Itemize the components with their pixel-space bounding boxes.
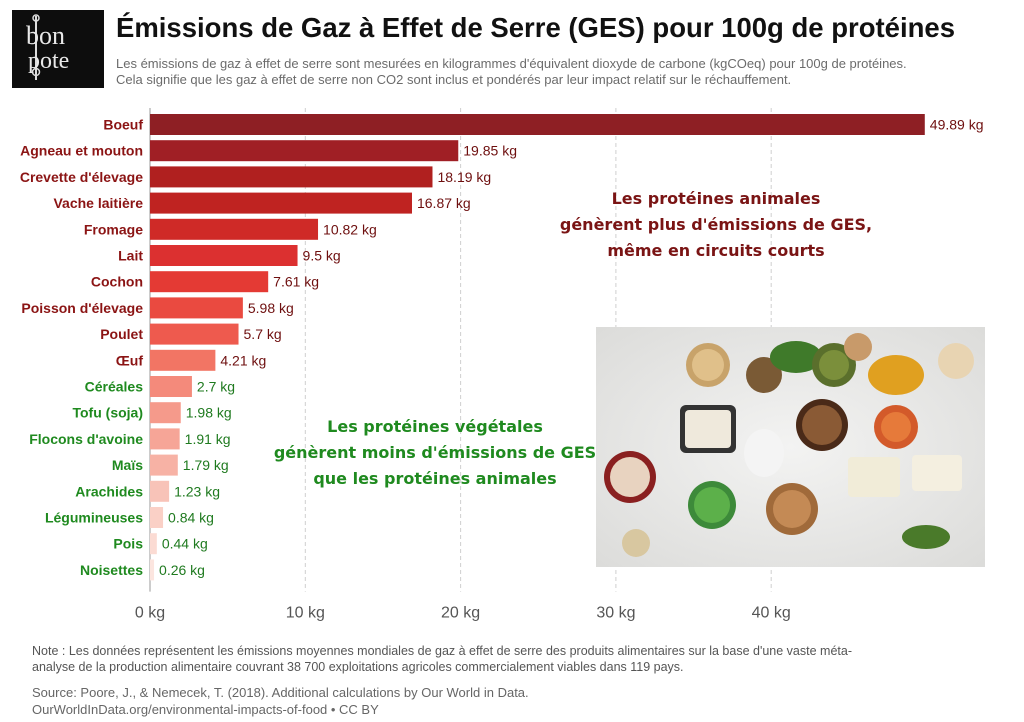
subtitle-line-2: Cela signifie que les gaz à effet de ser… (116, 71, 792, 87)
value-label: 4.21 kg (220, 352, 266, 368)
annotation-animal-proteins: Les protéines animales génèrent plus d'é… (556, 186, 876, 264)
annotation-vegetal-line-2: génèrent moins d'émissions de GES (273, 443, 597, 462)
value-label: 1.23 kg (174, 483, 220, 499)
category-label: Pois (113, 536, 143, 552)
category-label: Céréales (85, 379, 144, 395)
bar (150, 218, 319, 240)
bar (150, 507, 164, 528)
bar (150, 454, 178, 476)
logo-text-bottom: pote (28, 48, 69, 74)
category-label: Boeuf (103, 117, 143, 133)
value-label: 1.98 kg (186, 405, 232, 421)
bar (150, 192, 412, 214)
logo-text-top: bon (26, 21, 65, 50)
category-label: Flocons d'avoine (29, 431, 143, 447)
bar (150, 402, 181, 424)
category-label: Fromage (84, 221, 143, 237)
category-label: Maïs (112, 457, 143, 473)
annotation-animal-line-2: génèrent plus d'émissions de GES, (559, 215, 873, 234)
chart-source: Source: Poore, J., & Nemecek, T. (2018).… (32, 684, 529, 718)
logo-graphic: bon pote (26, 14, 69, 80)
source-line-1: Source: Poore, J., & Nemecek, T. (2018).… (32, 685, 529, 700)
x-tick-label: 0 kg (135, 605, 165, 622)
category-label: Arachides (75, 483, 143, 499)
annotation-vegetal-proteins: Les protéines végétales génèrent moins d… (268, 414, 602, 492)
bar (150, 114, 925, 135)
x-tick-label: 40 kg (752, 605, 791, 622)
x-tick-label: 20 kg (441, 605, 480, 622)
chart-title: Émissions de Gaz à Effet de Serre (GES) … (116, 12, 955, 43)
category-label: Tofu (soja) (72, 405, 143, 421)
bar (150, 349, 216, 371)
source-line-2: OurWorldInData.org/environmental-impacts… (32, 702, 379, 717)
category-label: Crevette d'élevage (20, 169, 143, 185)
value-label: 0.84 kg (168, 510, 214, 526)
bar (150, 297, 243, 319)
annotation-animal-line-1: Les protéines animales (611, 189, 821, 208)
category-label: Poisson d'élevage (21, 300, 143, 316)
category-label: Œuf (116, 352, 144, 368)
bar (150, 323, 239, 345)
annotation-vegetal-line-3: que les protéines animales (313, 469, 557, 488)
value-label: 0.26 kg (159, 562, 205, 578)
value-label: 5.7 kg (244, 326, 282, 342)
category-label: Poulet (100, 326, 143, 342)
value-label: 9.5 kg (303, 248, 341, 264)
category-label: Cochon (91, 274, 143, 290)
category-label: Agneau et mouton (20, 143, 143, 159)
category-label: Légumineuses (45, 510, 143, 526)
value-label: 1.91 kg (185, 431, 231, 447)
category-label: Noisettes (80, 562, 143, 578)
value-label: 10.82 kg (323, 221, 377, 237)
photo-illustration (596, 327, 985, 567)
bar (150, 245, 298, 266)
bonpote-logo: bon pote (12, 10, 104, 88)
annotation-animal-line-3: même en circuits courts (607, 241, 825, 260)
subtitle-line-1: Les émissions de gaz à effet de serre so… (116, 56, 907, 71)
note-line-2: analyse de la production alimentaire cou… (32, 659, 684, 674)
bar (150, 533, 157, 555)
value-label: 7.61 kg (273, 274, 319, 290)
value-label: 19.85 kg (463, 143, 517, 159)
value-label: 1.79 kg (183, 457, 229, 473)
annotation-vegetal-line-1: Les protéines végétales (327, 417, 543, 436)
value-label: 5.98 kg (248, 300, 294, 316)
category-label: Lait (118, 248, 143, 264)
protein-foods-photo (596, 327, 985, 567)
value-label: 0.44 kg (162, 536, 208, 552)
value-label: 18.19 kg (437, 169, 491, 185)
bar (150, 166, 433, 188)
bar (150, 480, 170, 502)
category-label: Vache laitière (53, 195, 143, 211)
value-label: 2.7 kg (197, 379, 235, 395)
bar (150, 376, 192, 397)
x-tick-label: 30 kg (596, 605, 635, 622)
value-label: 16.87 kg (417, 195, 471, 211)
bar (150, 271, 269, 293)
value-label: 49.89 kg (930, 117, 984, 133)
note-line-1: Note : Les données représentent les émis… (32, 644, 852, 658)
bar (150, 140, 459, 162)
bar (150, 428, 180, 450)
x-tick-label: 10 kg (286, 605, 325, 622)
chart-subtitle: Les émissions de gaz à effet de serre so… (116, 56, 1016, 87)
bar (150, 559, 155, 581)
chart-note: Note : Les données représentent les émis… (32, 644, 992, 675)
